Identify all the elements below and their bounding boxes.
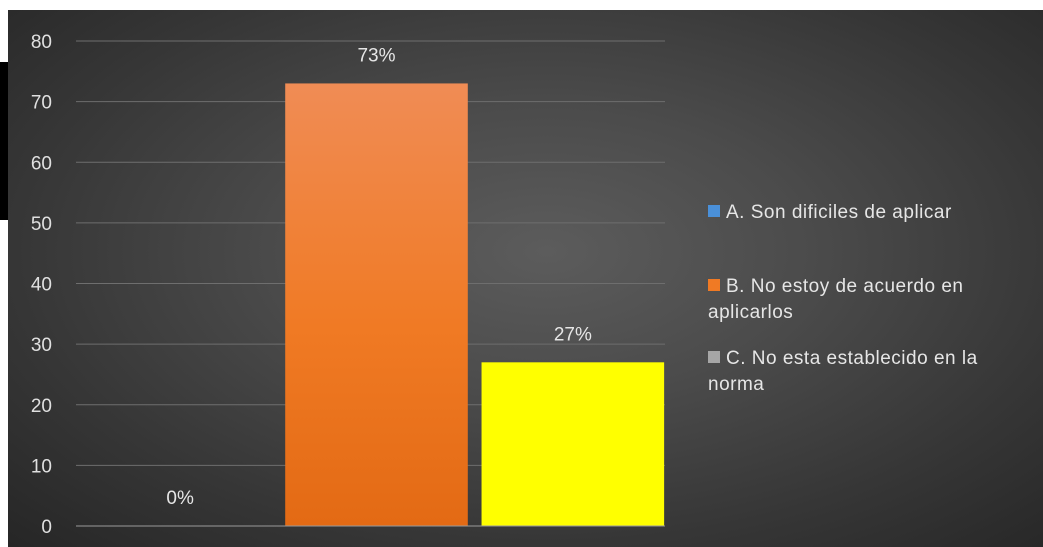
chart-area: 0 10 20 30 40 50 60 70 80 0% 73% 27% A. Son difici… [8, 10, 1043, 547]
bar-chart: 0 10 20 30 40 50 60 70 80 0% 73% 27% [31, 32, 665, 538]
y-tick-label-40: 40 [31, 275, 52, 296]
legend-item-c[interactable]: C. No esta establecido en la norma [708, 346, 1038, 398]
data-label-c: 27% [554, 324, 592, 345]
legend-label-b: B. No estoy de acuerdo en aplicarlos [708, 276, 964, 323]
y-tick-label-0: 0 [41, 517, 52, 538]
legend-swatch-c [708, 351, 720, 363]
legend-label-a: A. Son dificiles de aplicar [726, 202, 952, 223]
y-tick-label-30: 30 [31, 335, 52, 356]
bar-b[interactable] [285, 83, 468, 526]
left-edge-strip [0, 62, 8, 220]
y-tick-label-50: 50 [31, 214, 52, 235]
y-tick-label-80: 80 [31, 32, 52, 53]
bars [285, 83, 665, 526]
y-tick-label-20: 20 [31, 396, 52, 417]
legend-item-b[interactable]: B. No estoy de acuerdo en aplicarlos [708, 274, 1038, 326]
legend-item-a[interactable]: A. Son dificiles de aplicar [708, 200, 1038, 226]
y-tick-label-70: 70 [31, 93, 52, 114]
data-label-a: 0% [166, 488, 194, 509]
y-tick-label-60: 60 [31, 153, 52, 174]
legend-swatch-b [708, 279, 720, 291]
bar-c[interactable] [481, 362, 665, 526]
y-tick-label-10: 10 [31, 456, 52, 477]
legend-label-c: C. No esta establecido en la norma [708, 348, 978, 395]
data-label-b: 73% [357, 45, 395, 66]
y-axis-ticks: 0 10 20 30 40 50 60 70 80 [31, 32, 52, 538]
data-labels: 0% 73% 27% [166, 45, 592, 509]
legend-swatch-a [708, 205, 720, 217]
